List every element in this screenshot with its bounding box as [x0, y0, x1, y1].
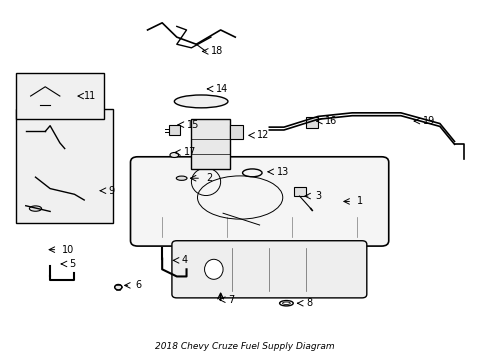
Bar — [306, 117, 318, 128]
Text: 2: 2 — [206, 173, 212, 183]
Text: 5: 5 — [70, 259, 76, 269]
Ellipse shape — [174, 95, 228, 108]
Text: 14: 14 — [216, 84, 228, 94]
Bar — [16, 109, 114, 223]
Text: 15: 15 — [187, 120, 199, 130]
Bar — [230, 125, 243, 139]
Text: 19: 19 — [423, 116, 435, 126]
Text: 16: 16 — [325, 116, 338, 126]
Ellipse shape — [170, 153, 179, 157]
Text: 18: 18 — [211, 46, 223, 57]
FancyBboxPatch shape — [172, 241, 367, 298]
Text: 12: 12 — [257, 130, 270, 140]
Text: 7: 7 — [228, 295, 234, 305]
Ellipse shape — [29, 206, 42, 211]
Ellipse shape — [280, 301, 293, 306]
Text: 1: 1 — [357, 197, 363, 206]
Ellipse shape — [204, 259, 223, 279]
Bar — [294, 187, 306, 196]
Ellipse shape — [176, 176, 187, 180]
Text: 11: 11 — [84, 91, 97, 101]
Text: 10: 10 — [62, 245, 74, 255]
Bar — [170, 125, 180, 135]
Bar — [192, 119, 230, 169]
Ellipse shape — [115, 284, 122, 290]
Text: 9: 9 — [109, 186, 115, 196]
FancyBboxPatch shape — [130, 157, 389, 246]
Bar — [16, 73, 104, 119]
Text: 4: 4 — [182, 255, 188, 265]
Text: 13: 13 — [277, 167, 289, 177]
Text: 2018 Chevy Cruze Fuel Supply Diagram: 2018 Chevy Cruze Fuel Supply Diagram — [155, 342, 335, 351]
Text: 8: 8 — [306, 298, 312, 308]
Text: 3: 3 — [316, 191, 322, 201]
Text: 17: 17 — [184, 148, 196, 157]
Text: 6: 6 — [135, 280, 142, 291]
